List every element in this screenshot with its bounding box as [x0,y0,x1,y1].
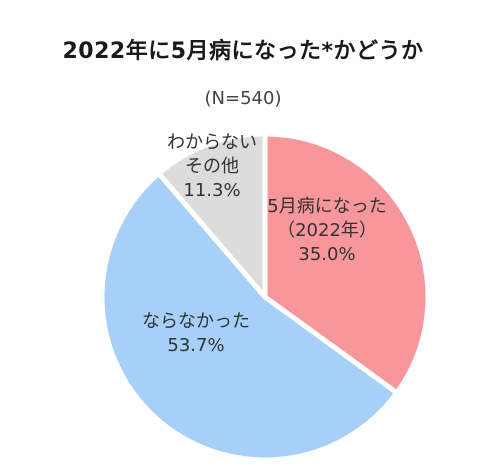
slice-label: ならなかった 53.7% [142,311,250,356]
slice-value-label: 11.3% [183,180,240,201]
chart-subtitle: (N=540) [204,88,282,109]
pie-slice [262,131,431,396]
slice-category-label: 5月病になった [267,196,386,217]
slice-category-label: ならなかった [142,311,250,332]
slice-value-label: 53.7% [167,335,224,356]
slice-category-label: わからない [167,132,257,153]
pie-slice [156,131,268,300]
slice-value-label: 35.0% [298,244,355,265]
chart-title: 2022年に5月病になった*かどうか [62,39,424,64]
slice-label: わからないその他 11.3% [167,132,257,201]
pie-slice [99,170,400,463]
slice-category-label: （2022年） [277,220,377,241]
slice-label: 5月病になった （2022年） 35.0% [267,196,386,265]
slice-category-label: その他 [185,156,239,177]
